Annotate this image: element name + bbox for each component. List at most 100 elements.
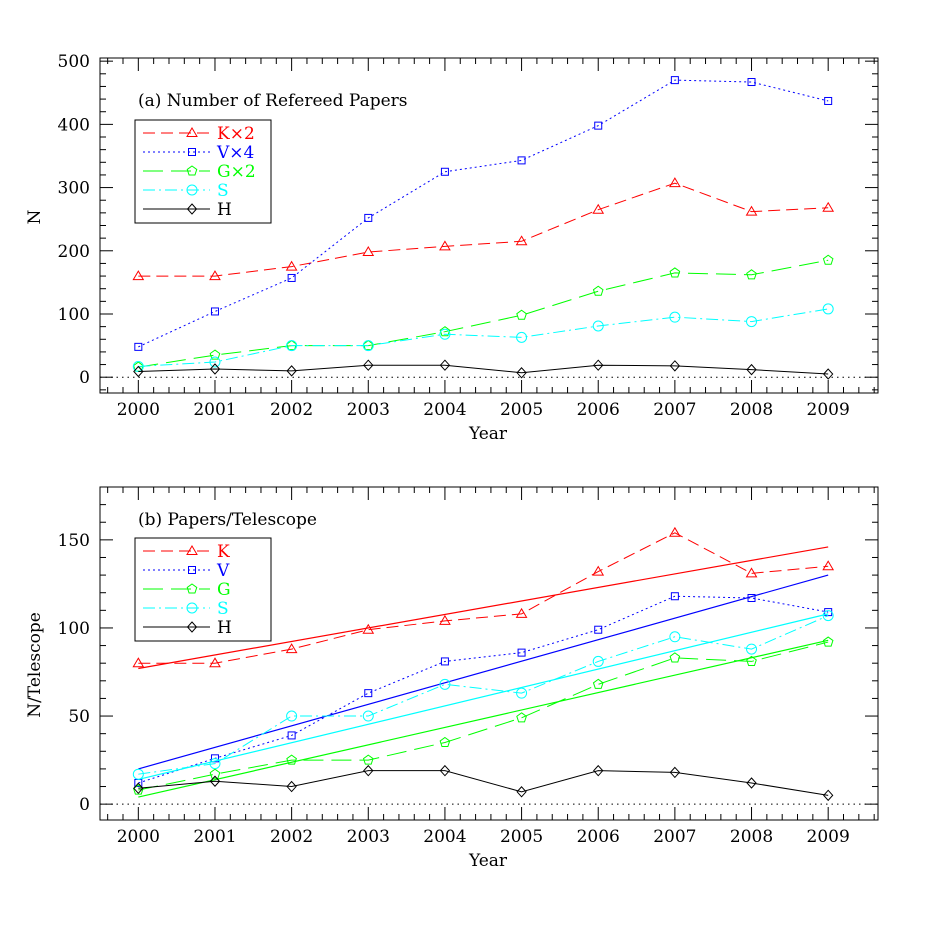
data-point <box>669 766 681 779</box>
x-tick-label: 2000 <box>117 400 160 420</box>
panel-b-xlabel: Year <box>468 851 508 871</box>
data-point <box>516 712 527 723</box>
legend-marker <box>186 203 198 215</box>
series-line <box>138 641 829 791</box>
data-point <box>516 331 528 343</box>
data-point <box>516 367 527 379</box>
x-tick-label: 2008 <box>730 827 773 847</box>
data-point <box>822 303 834 315</box>
data-point <box>362 339 374 351</box>
x-tick-label: 2009 <box>807 827 850 847</box>
data-point <box>439 614 451 625</box>
series-line <box>138 308 829 367</box>
data-point <box>210 307 219 316</box>
panel-a-xlabel: Year <box>468 424 508 444</box>
legend-marker <box>186 165 198 176</box>
data-point <box>594 625 603 634</box>
plot-frame <box>99 486 879 821</box>
y-tick-label: 0 <box>79 368 90 388</box>
legend-label: H <box>217 618 232 638</box>
data-point <box>364 213 373 222</box>
data-point <box>746 316 758 328</box>
legend-marker <box>188 148 196 156</box>
panel-b: (b) Papers/Telescope Year N/Telescope 20… <box>25 486 879 871</box>
panel-a: (a) Number of Refereed Papers Year N 200… <box>25 52 879 444</box>
data-point <box>285 643 298 654</box>
data-point <box>439 359 451 371</box>
data-point <box>746 655 757 666</box>
data-point <box>439 764 451 777</box>
legend-marker <box>186 621 198 633</box>
data-point <box>362 710 374 722</box>
fit-line <box>138 546 829 670</box>
x-tick-label: 2001 <box>193 400 236 420</box>
data-point <box>209 270 221 281</box>
y-tick-label: 100 <box>58 619 90 639</box>
legend-label: K <box>217 542 230 562</box>
data-point <box>594 121 603 130</box>
legend-label: G×2 <box>217 162 256 182</box>
data-point <box>286 710 298 722</box>
data-point <box>669 526 681 537</box>
x-tick-label: 2007 <box>653 827 696 847</box>
data-point <box>669 177 681 188</box>
data-point <box>669 652 681 663</box>
series-5 <box>133 359 834 380</box>
x-tick-label: 2004 <box>423 827 466 847</box>
data-point <box>209 758 221 770</box>
data-point <box>822 254 834 265</box>
data-point <box>746 269 757 280</box>
data-point <box>362 340 374 352</box>
x-tick-label: 2000 <box>117 827 160 847</box>
fit-line <box>138 639 829 798</box>
series-4 <box>132 303 834 372</box>
x-tick-label: 2005 <box>500 827 543 847</box>
data-point <box>592 320 604 332</box>
y-tick-label: 400 <box>58 115 90 135</box>
data-point <box>516 786 527 798</box>
data-point <box>364 689 373 698</box>
data-point <box>592 655 604 667</box>
data-point <box>209 349 221 360</box>
data-point <box>134 342 143 351</box>
data-point <box>133 365 144 378</box>
data-point <box>362 246 375 257</box>
x-tick-label: 2005 <box>500 400 543 420</box>
data-point <box>132 360 144 372</box>
y-tick-label: 300 <box>58 179 90 199</box>
data-point <box>824 96 833 105</box>
data-point <box>287 731 296 740</box>
data-point <box>822 610 834 622</box>
x-tick-label: 2006 <box>577 400 620 420</box>
data-point <box>209 657 221 668</box>
data-point <box>592 565 605 576</box>
data-point <box>592 678 604 689</box>
data-point <box>669 267 681 278</box>
data-point <box>132 270 145 281</box>
legend-marker <box>186 602 198 614</box>
y-tick-label: 100 <box>58 305 90 325</box>
series-1 <box>132 177 835 281</box>
data-point <box>363 764 374 777</box>
data-point <box>745 567 758 578</box>
data-point <box>362 623 375 634</box>
data-point <box>440 167 449 176</box>
x-tick-label: 2009 <box>807 400 850 420</box>
data-point <box>517 648 526 657</box>
data-point <box>822 560 835 571</box>
legend-marker <box>186 583 198 594</box>
x-tick-label: 2003 <box>347 400 390 420</box>
legend-label: S <box>217 181 229 201</box>
data-point <box>593 359 604 371</box>
data-point <box>669 311 681 323</box>
data-point <box>286 754 297 765</box>
legend-label: G <box>217 580 231 600</box>
data-point <box>286 780 297 793</box>
x-tick-label: 2008 <box>730 400 773 420</box>
y-tick-label: 500 <box>58 52 90 72</box>
x-tick-label: 2001 <box>193 827 236 847</box>
x-tick-label: 2006 <box>577 827 620 847</box>
data-point <box>822 201 835 212</box>
legend-label: V×4 <box>216 143 254 163</box>
